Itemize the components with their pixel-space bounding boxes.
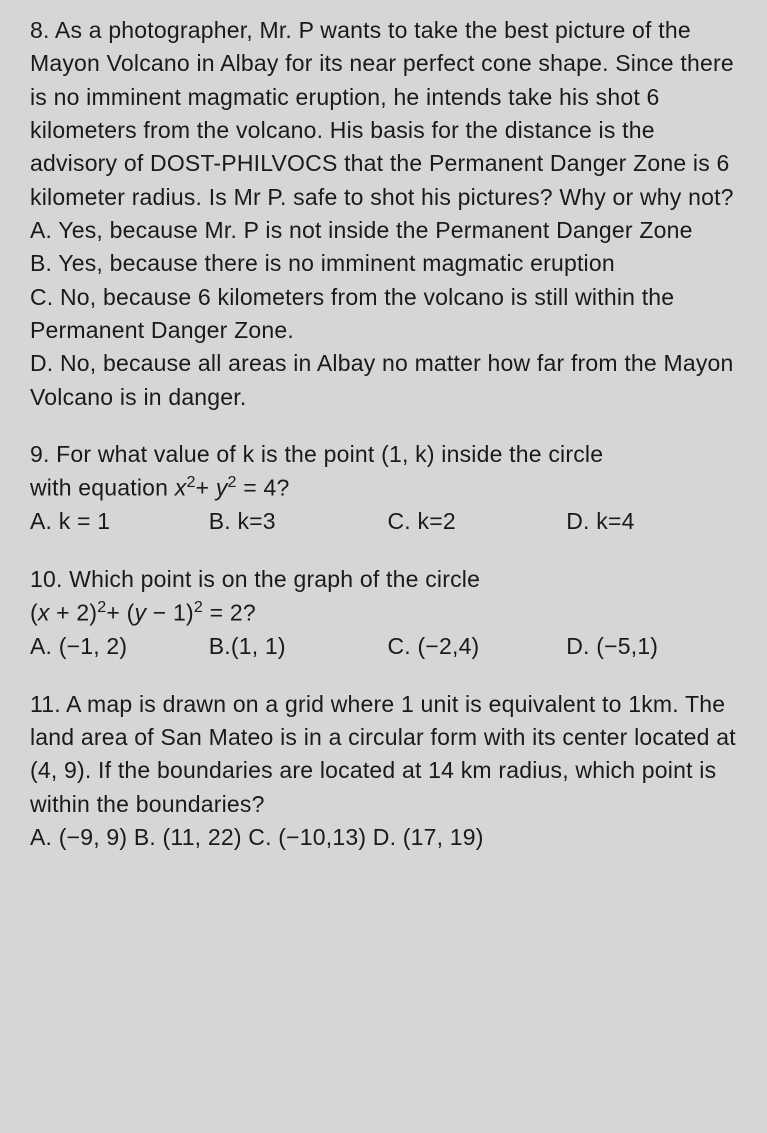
q9-exp1: 2 xyxy=(186,473,195,491)
q10-p3: + ( xyxy=(106,600,134,626)
question-10-option-b: B.(1, 1) xyxy=(209,630,388,663)
question-10-option-c: C. (−2,4) xyxy=(388,630,567,663)
q10-exp2: 2 xyxy=(194,598,203,616)
question-9-options: A. k = 1 B. k=3 C. k=2 D. k=4 xyxy=(30,505,745,538)
question-10-options: A. (−1, 2) B.(1, 1) C. (−2,4) D. (−5,1) xyxy=(30,630,745,663)
question-11-options: A. (−9, 9) B. (11, 22) C. (−10,13) D. (1… xyxy=(30,821,745,854)
question-9-line1: 9. For what value of k is the point (1, … xyxy=(30,438,745,471)
q10-x: x xyxy=(38,600,50,626)
question-9-line2: with equation x2+ y2 = 4? xyxy=(30,471,745,505)
q10-p2: + 2) xyxy=(50,600,98,626)
question-8-option-a: A. Yes, because Mr. P is not inside the … xyxy=(30,214,745,247)
q10-p1: ( xyxy=(30,600,38,626)
q10-rest: = 2? xyxy=(203,600,256,626)
q9-plus: + xyxy=(196,475,216,501)
question-8: 8. As a photographer, Mr. P wants to tak… xyxy=(30,14,745,414)
question-9-option-b: B. k=3 xyxy=(209,505,388,538)
q9-exp2: 2 xyxy=(228,473,237,491)
question-9: 9. For what value of k is the point (1, … xyxy=(30,438,745,539)
question-11: 11. A map is drawn on a grid where 1 uni… xyxy=(30,688,745,855)
question-8-option-c: C. No, because 6 kilometers from the vol… xyxy=(30,281,745,348)
question-10-eq: (x + 2)2+ (y − 1)2 = 2? xyxy=(30,596,745,630)
question-10: 10. Which point is on the graph of the c… xyxy=(30,563,745,664)
question-10-line1: 10. Which point is on the graph of the c… xyxy=(30,563,745,596)
question-9-option-a: A. k = 1 xyxy=(30,505,209,538)
question-9-option-d: D. k=4 xyxy=(566,505,745,538)
q9-rest: = 4? xyxy=(237,475,290,501)
q9-eq-y: y xyxy=(216,475,228,501)
question-11-text: 11. A map is drawn on a grid where 1 uni… xyxy=(30,688,745,821)
question-10-option-d: D. (−5,1) xyxy=(566,630,745,663)
q9-eq-x: x xyxy=(175,475,187,501)
question-8-text: 8. As a photographer, Mr. P wants to tak… xyxy=(30,14,745,214)
question-9-option-c: C. k=2 xyxy=(388,505,567,538)
question-8-option-d: D. No, because all areas in Albay no mat… xyxy=(30,347,745,414)
q10-y: y xyxy=(134,600,146,626)
question-10-option-a: A. (−1, 2) xyxy=(30,630,209,663)
q10-p4: − 1) xyxy=(146,600,194,626)
question-8-option-b: B. Yes, because there is no imminent mag… xyxy=(30,247,745,280)
q9-eq-pre: with equation xyxy=(30,475,175,501)
